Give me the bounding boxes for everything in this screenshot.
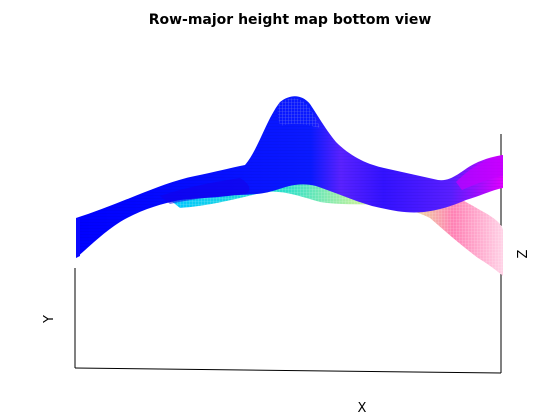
z-axis-label: Z [516,249,531,258]
x-axis-label: X [358,401,367,416]
chart-title: Row-major height map bottom view [149,12,432,28]
surface-top-band-mesh [76,96,503,258]
surface-left-fold [160,178,250,204]
bottom-axis-line [74,367,502,374]
surface-left-edge [76,218,80,258]
height-map-surface [76,96,503,276]
surface-right-ridge [456,155,503,190]
y-axis-label: Y [42,315,57,324]
surface-peak-mesh [277,98,320,128]
